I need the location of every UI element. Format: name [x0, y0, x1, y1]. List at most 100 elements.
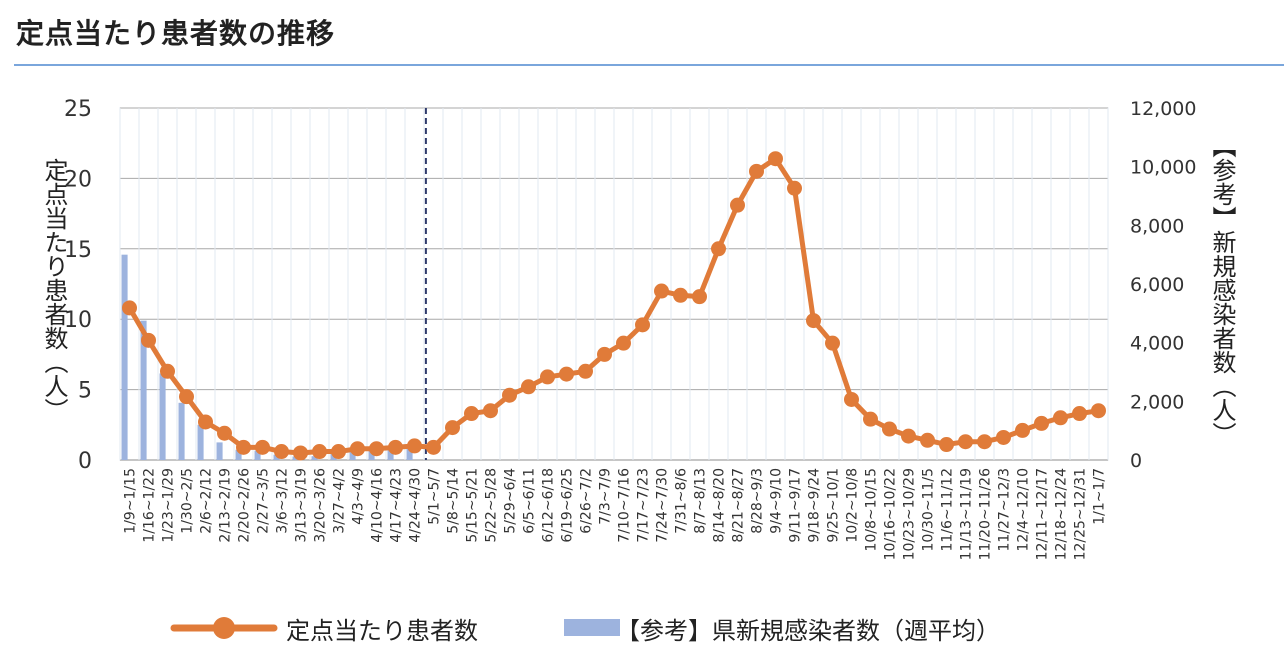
x-tick-label: 2/6~2/12	[199, 468, 215, 534]
x-tick-label: 3/13~3/19	[294, 468, 310, 543]
data-point	[217, 425, 232, 441]
data-point	[977, 434, 992, 450]
data-point	[160, 363, 175, 379]
bar	[311, 456, 318, 460]
data-point	[711, 241, 726, 257]
data-point	[179, 389, 194, 405]
x-tick-label: 5/8~5/14	[446, 468, 462, 534]
data-point	[388, 439, 403, 455]
data-point	[141, 332, 156, 348]
x-tick-label: 11/6~11/12	[940, 468, 956, 552]
y-left-tick-label: 10	[64, 308, 92, 333]
data-point	[654, 283, 669, 299]
x-tick-label: 2/20~2/26	[237, 468, 253, 543]
x-tick-label: 10/23~10/29	[902, 468, 918, 560]
data-point	[122, 300, 137, 316]
data-point	[825, 335, 840, 351]
x-tick-label: 3/27~4/2	[332, 468, 348, 534]
data-point	[597, 346, 612, 362]
data-point	[692, 289, 707, 305]
x-tick-label: 10/16~10/22	[883, 468, 899, 560]
y-right-tick-label: 12,000	[1130, 98, 1196, 120]
x-tick-label: 1/30~2/5	[180, 468, 196, 534]
data-point	[350, 441, 365, 457]
data-point	[844, 391, 859, 407]
y-right-tick-label: 4,000	[1130, 333, 1184, 355]
data-point	[274, 444, 289, 460]
data-point	[198, 414, 213, 430]
data-point	[901, 428, 916, 444]
data-point	[236, 439, 251, 455]
bar	[216, 442, 223, 460]
data-point	[635, 317, 650, 333]
x-tick-label: 11/13~11/19	[959, 468, 975, 560]
y-left-tick-label: 5	[78, 379, 92, 404]
x-tick-label: 3/20~3/26	[313, 468, 329, 543]
x-tick-label: 7/17~7/23	[636, 468, 652, 543]
x-tick-label: 8/14~8/20	[712, 468, 728, 543]
x-tick-label: 8/7~8/13	[693, 468, 709, 534]
y-axis-left-label: 定点当たり患者数（人）	[40, 158, 68, 422]
x-tick-label: 6/19~6/25	[560, 468, 576, 543]
x-tick-label: 2/27~3/5	[256, 468, 272, 534]
y-right-tick-label: 10,000	[1130, 157, 1196, 179]
x-tick-label: 7/31~8/6	[674, 468, 690, 534]
x-tick-label: 6/12~6/18	[541, 468, 557, 543]
x-tick-label: 11/20~11/26	[978, 468, 994, 561]
x-tick-label: 7/24~7/30	[655, 468, 671, 543]
y-left-tick-label: 15	[64, 238, 92, 263]
x-tick-label: 10/30~11/5	[921, 468, 937, 552]
x-tick-label: 3/6~3/12	[275, 468, 291, 534]
x-tick-label: 11/27~12/3	[997, 468, 1013, 552]
x-tick-label: 5/1~5/7	[427, 468, 443, 525]
data-point	[749, 163, 764, 179]
x-tick-label: 4/3~4/9	[351, 468, 367, 525]
data-point	[426, 439, 441, 455]
data-point	[1034, 415, 1049, 431]
data-point	[578, 363, 593, 379]
y-left-tick-label: 25	[64, 97, 92, 122]
y-right-tick-label: 2,000	[1130, 391, 1184, 413]
x-tick-label: 1/9~1/15	[123, 468, 139, 534]
data-point	[445, 420, 460, 436]
data-point	[502, 387, 517, 403]
series-line	[127, 156, 1099, 456]
x-tick-label: 4/24~4/30	[408, 468, 424, 543]
bar	[159, 373, 166, 460]
page-title: 定点当たり患者数の推移	[16, 17, 336, 50]
x-tick-label: 12/11~12/17	[1035, 468, 1051, 560]
data-point	[787, 180, 802, 196]
data-point	[882, 421, 897, 437]
data-point	[293, 445, 308, 461]
data-point	[920, 432, 935, 448]
y-right-tick-label: 0	[1130, 450, 1142, 472]
data-point	[1015, 422, 1030, 438]
x-tick-label: 8/21~8/27	[731, 468, 747, 543]
data-point	[806, 313, 821, 329]
bar	[178, 402, 185, 460]
data-point	[559, 366, 574, 382]
x-tick-label: 2/13~2/19	[218, 468, 234, 543]
data-point	[331, 444, 346, 460]
data-point	[673, 287, 688, 303]
data-point	[768, 151, 783, 167]
data-point	[1091, 403, 1106, 419]
x-tick-label: 7/3~7/9	[598, 468, 614, 525]
data-point	[255, 439, 270, 455]
x-tick-label: 9/18~9/24	[807, 468, 823, 543]
data-point	[483, 403, 498, 419]
y-left-tick-label: 20	[64, 167, 92, 192]
bar	[140, 320, 147, 460]
data-point	[616, 335, 631, 351]
x-tick-label: 1/23~1/29	[161, 468, 177, 543]
bar	[406, 448, 413, 460]
x-tick-label: 7/10~7/16	[617, 468, 633, 543]
x-tick-label: 5/15~5/21	[465, 468, 481, 543]
x-tick-label: 5/29~6/4	[503, 468, 519, 534]
data-point	[369, 441, 384, 457]
x-tick-label: 6/5~6/11	[522, 468, 538, 534]
x-tick-label: 4/10~4/16	[370, 468, 386, 543]
legend-bar-marker	[564, 619, 620, 636]
x-tick-label: 1/1~1/7	[1092, 468, 1108, 525]
